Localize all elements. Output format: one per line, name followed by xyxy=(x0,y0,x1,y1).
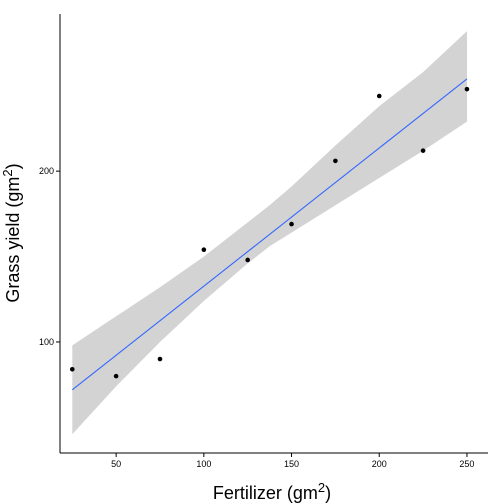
points-layer xyxy=(69,86,470,379)
x-tick-label: 150 xyxy=(284,459,299,469)
confidence-band xyxy=(72,31,468,435)
data-point xyxy=(333,158,338,164)
data-point xyxy=(113,373,119,379)
x-tick-label: 100 xyxy=(196,459,211,469)
y-tick-label: 100 xyxy=(39,337,54,347)
data-point xyxy=(157,356,163,362)
fit-line-layer xyxy=(71,78,468,391)
ticks: 50 100 150 200 250 100 200 xyxy=(39,166,474,469)
confidence-band-layer xyxy=(72,31,468,435)
axes xyxy=(59,14,488,454)
x-tick-label: 250 xyxy=(459,459,474,469)
x-tick-label: 200 xyxy=(372,459,387,469)
x-axis-title: Fertilizer (gm2) xyxy=(213,480,331,503)
data-point xyxy=(245,257,250,263)
data-point xyxy=(289,221,294,227)
y-tick-label: 200 xyxy=(39,166,54,176)
data-point xyxy=(201,247,207,253)
data-point xyxy=(376,93,382,99)
data-point xyxy=(464,86,470,92)
x-tick-label: 50 xyxy=(111,459,121,469)
data-point xyxy=(420,148,426,153)
fit-line xyxy=(71,78,468,391)
data-point xyxy=(69,366,75,372)
y-axis-title: Grass yield (gm2) xyxy=(0,163,23,302)
